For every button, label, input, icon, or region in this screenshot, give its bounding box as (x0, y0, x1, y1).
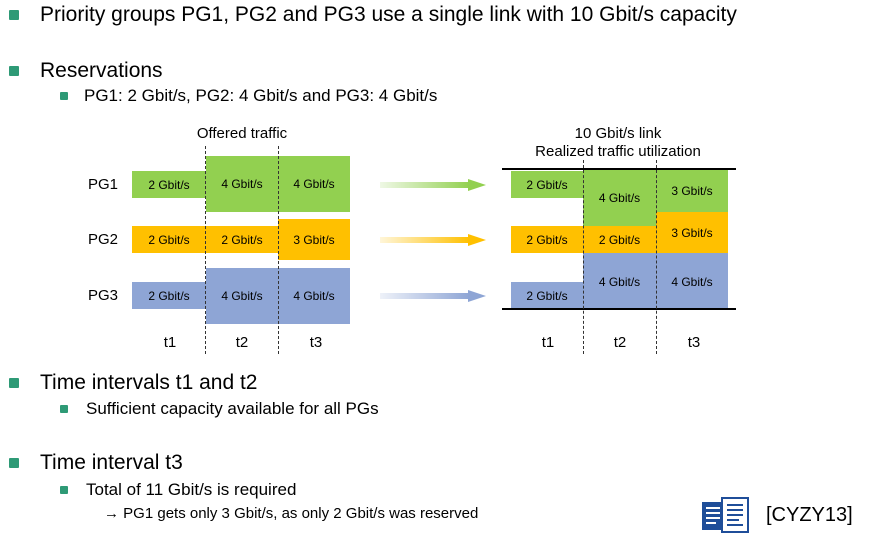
realized-pg2-t1: 2 Gbit/s (511, 226, 583, 253)
bullet-time-intervals-t1-t2: Time intervals t1 and t2 (40, 371, 258, 394)
realized-t3-label: t3 (687, 334, 701, 351)
offered-pg2-t1: 2 Gbit/s (132, 226, 206, 253)
realized-pg1-t3: 3 Gbit/s (656, 170, 728, 212)
bullet-reservations: Reservations (40, 59, 163, 82)
offered-traffic-title: Offered traffic (196, 125, 288, 142)
sub-bullet-marker (60, 405, 68, 413)
sub-bullet-total-required: Total of 11 Gbit/s is required (86, 480, 297, 499)
offered-pg1-t1: 2 Gbit/s (132, 171, 206, 198)
bullet-marker (9, 66, 19, 76)
sub-bullet-sufficient-capacity: Sufficient capacity available for all PG… (86, 399, 379, 418)
realized-t1-label: t1 (541, 334, 555, 351)
pg3-flow-arrow-icon (380, 290, 486, 302)
pg2-flow-arrow-icon (380, 234, 486, 246)
offered-pg2-t2: 2 Gbit/s (206, 226, 278, 253)
bullet-marker (9, 458, 19, 468)
offered-pg1-t2: 4 Gbit/s (206, 156, 278, 212)
offered-time-divider (278, 146, 279, 354)
realized-title-link: 10 Gbit/s link (574, 125, 662, 142)
bullet-link-capacity: Priority groups PG1, PG2 and PG3 use a s… (40, 3, 737, 26)
offered-pg3-t1: 2 Gbit/s (132, 282, 206, 309)
link-capacity-bottom-line (502, 308, 736, 310)
realized-pg1-t1: 2 Gbit/s (511, 171, 583, 198)
offered-pg2-t3: 3 Gbit/s (278, 219, 350, 260)
offered-pg3-t2: 4 Gbit/s (206, 268, 278, 324)
sub-bullet-marker (60, 92, 68, 100)
realized-time-divider (656, 160, 657, 354)
realized-title-utilization: Realized traffic utilization (535, 143, 701, 160)
sub-bullet-reservation-values: PG1: 2 Gbit/s, PG2: 4 Gbit/s and PG3: 4 … (84, 86, 438, 105)
pg1-flow-arrow-icon (380, 179, 486, 191)
sub-sub-bullet-pg1-result: → PG1 gets only 3 Gbit/s, as only 2 Gbit… (104, 505, 479, 522)
bullet-marker (9, 10, 19, 20)
link-capacity-top-line (502, 168, 736, 170)
realized-pg3-t2: 4 Gbit/s (583, 253, 656, 309)
sub-bullet-marker (60, 486, 68, 494)
realized-pg3-t3: 4 Gbit/s (656, 253, 728, 309)
pg3-label: PG3 (88, 287, 119, 304)
offered-t2-label: t2 (235, 334, 249, 351)
offered-pg1-t3: 4 Gbit/s (278, 156, 350, 212)
realized-pg2-t2: 2 Gbit/s (583, 226, 656, 253)
pg1-label: PG1 (88, 176, 119, 193)
citation-reference: [CYZY13] (766, 504, 853, 526)
offered-time-divider (205, 146, 206, 354)
realized-time-divider (583, 160, 584, 354)
offered-t1-label: t1 (163, 334, 177, 351)
bullet-time-interval-t3: Time interval t3 (40, 451, 183, 474)
realized-t2-label: t2 (613, 334, 627, 351)
document-stack-icon (702, 497, 749, 533)
realized-pg1-t2: 4 Gbit/s (583, 170, 656, 226)
pg2-label: PG2 (88, 231, 119, 248)
bullet-marker (9, 378, 19, 388)
realized-pg2-t3: 3 Gbit/s (656, 212, 728, 253)
offered-pg3-t3: 4 Gbit/s (278, 268, 350, 324)
offered-t3-label: t3 (309, 334, 323, 351)
realized-pg3-t1: 2 Gbit/s (511, 282, 583, 309)
